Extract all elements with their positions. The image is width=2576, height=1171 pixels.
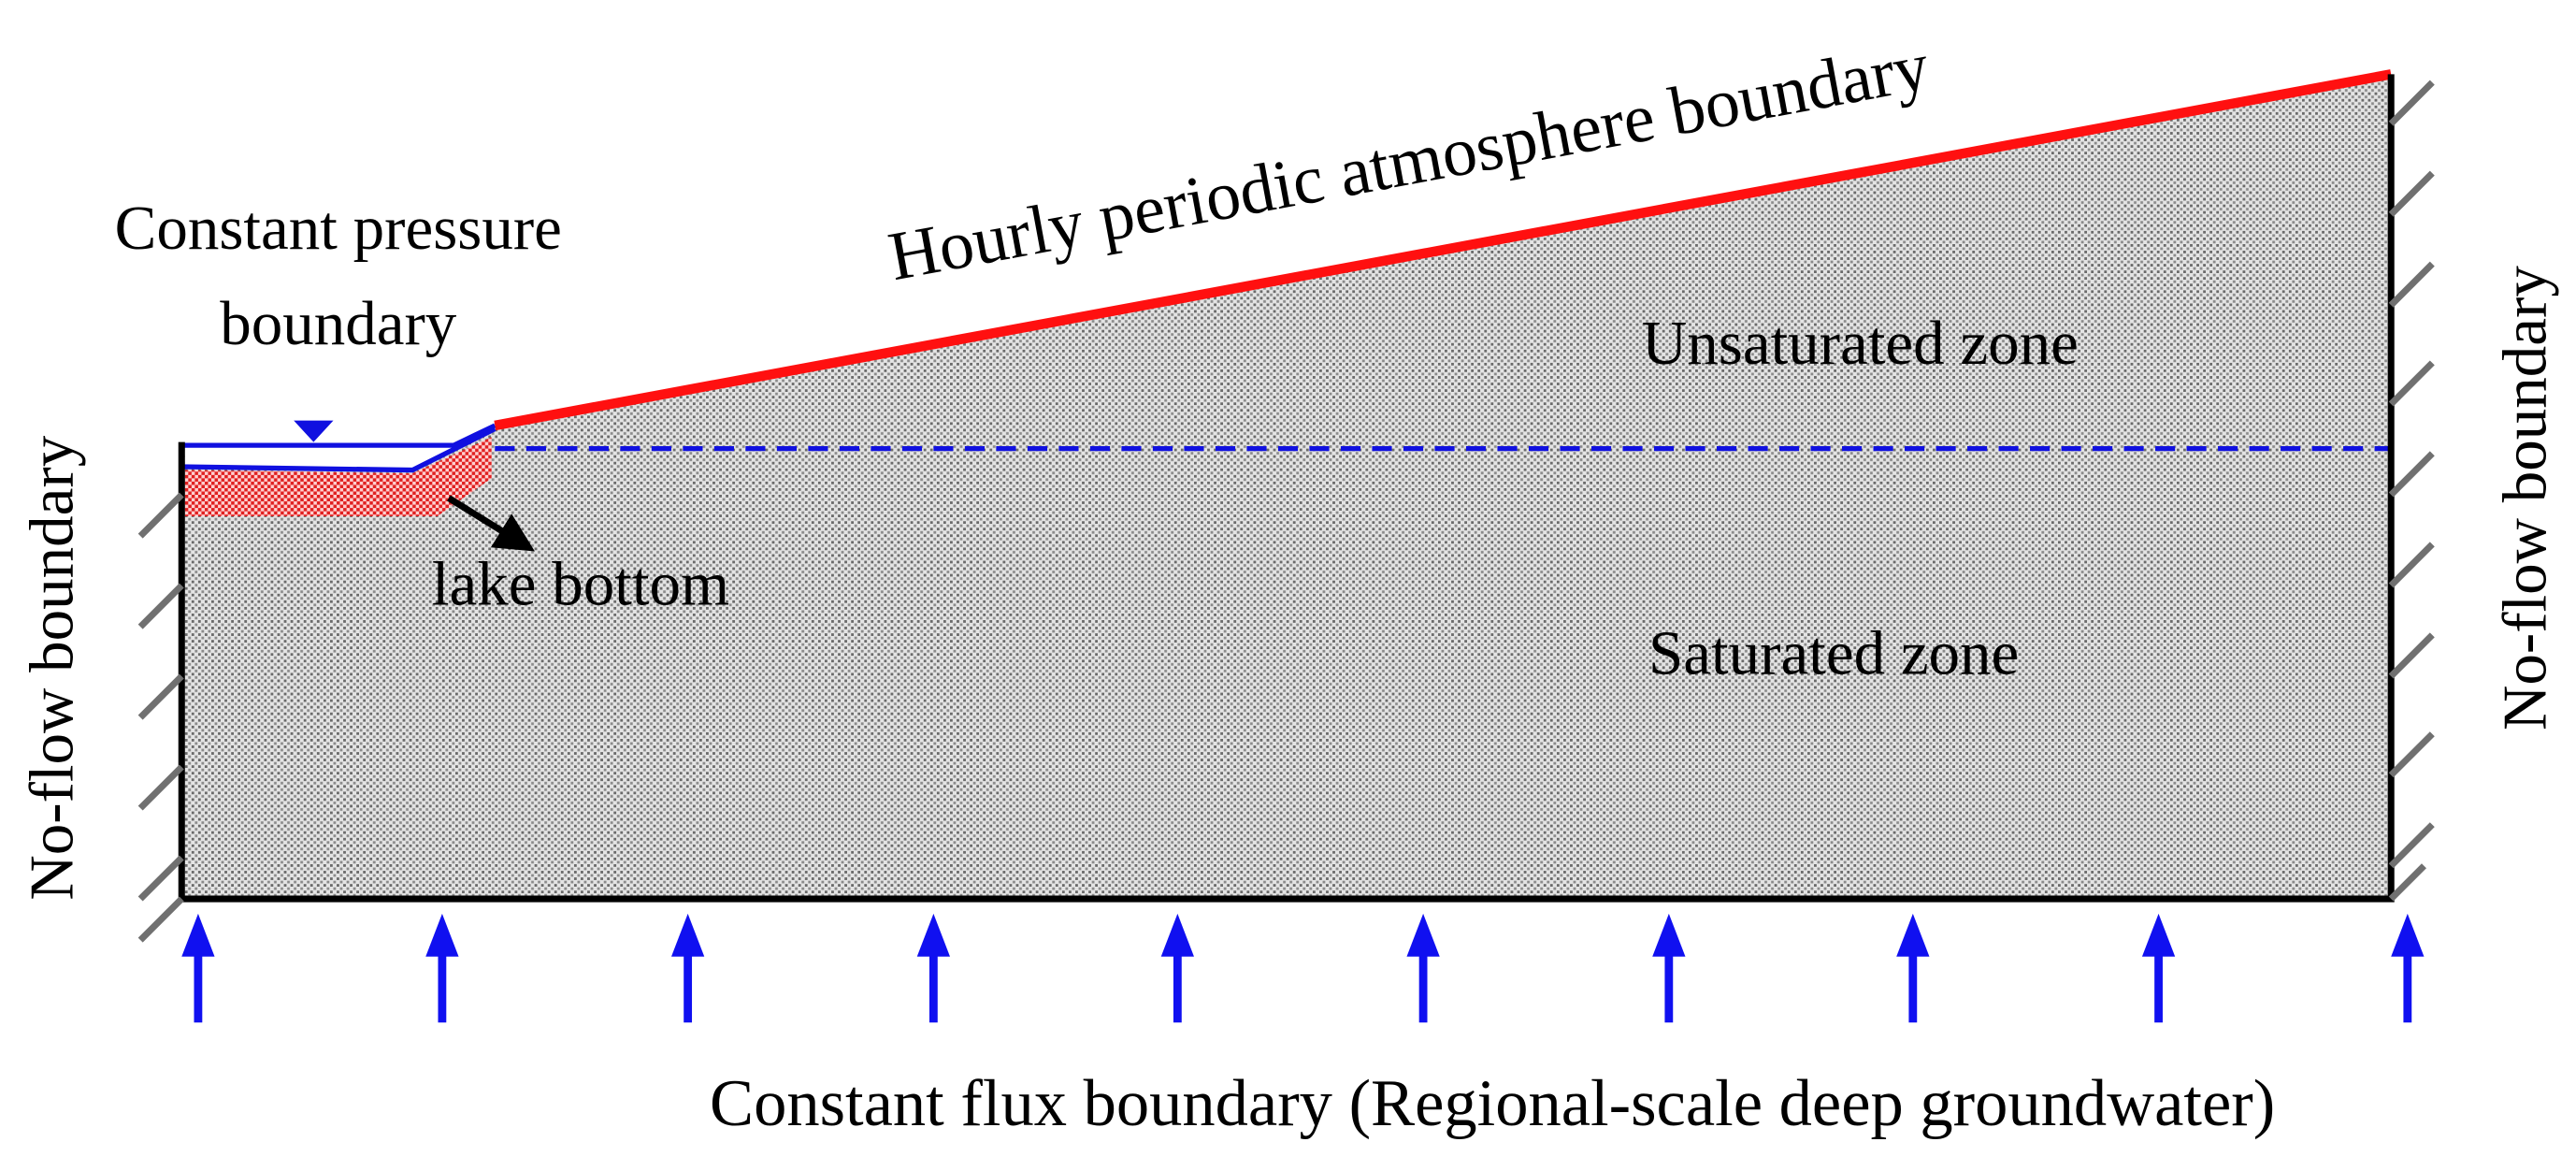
lake-bottom-pointer [447,495,535,552]
flux-arrow-head [1652,913,1686,957]
atmosphere-boundary [494,69,2393,431]
lake-bottom-layer [184,437,492,516]
flux-arrow-head [425,913,459,957]
lake-bottom-label: lake bottom [432,550,729,619]
right-boundary-label: No-flow boundary [2490,266,2559,730]
flux-arrow-head [181,913,215,957]
flux-arrow-head [2141,913,2176,957]
domain-border [178,74,2395,903]
flux-arrows [181,913,2425,1023]
flux-arrow-head [916,913,951,957]
right-hatches [2388,80,2435,902]
flux-arrow-head [2391,913,2425,957]
lake-boundary-label: Constant pressure [115,194,562,263]
flux-arrow-head [1160,913,1194,957]
lake-water [184,430,492,470]
water-level-symbol [294,420,334,442]
lake-bed [181,426,496,473]
bottom-boundary-label: Constant flux boundary (Regional-scale d… [710,1067,2275,1140]
left-boundary-label: No-flow boundary [17,435,86,900]
flux-arrow-head [1896,913,1930,957]
left-hatches [137,492,184,943]
flux-arrow-head [670,913,705,957]
lake-boundary-label: boundary [220,289,457,358]
domain [181,74,2392,900]
lake-surface [181,423,496,448]
saturated-label: Saturated zone [1648,619,2019,688]
flux-arrow-head [1406,913,1440,957]
unsaturated-label: Unsaturated zone [1642,309,2079,378]
